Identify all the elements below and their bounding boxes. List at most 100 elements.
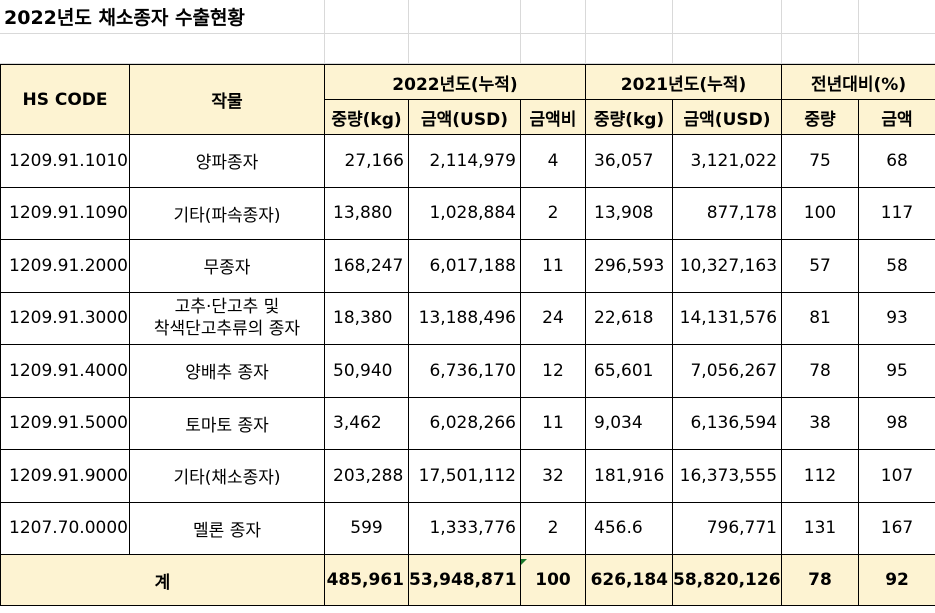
cell-ratio[interactable]: 32 — [520, 449, 586, 503]
cell-ratio[interactable]: 12 — [520, 344, 586, 398]
cell-crop[interactable]: 토마토 종자 — [129, 396, 325, 450]
cell-w22[interactable]: 50,940 — [324, 344, 409, 398]
cell-crop[interactable]: 양배추 종자 — [129, 344, 325, 398]
cell-yoy-w[interactable]: 81 — [781, 291, 860, 345]
cell-w22[interactable]: 27,166 — [324, 134, 409, 188]
cell-a21[interactable]: 16,373,555 — [671, 449, 783, 503]
cell-w21[interactable]: 36,057 — [585, 134, 673, 188]
cell-ratio[interactable]: 11 — [520, 239, 586, 293]
cell-a22[interactable]: 13,188,496 — [408, 291, 521, 345]
cell-yoy-w[interactable]: 131 — [781, 501, 860, 555]
header-2022-weight[interactable]: 중량(kg) — [324, 99, 409, 135]
cell-a22[interactable]: 17,501,112 — [408, 449, 521, 503]
cell-crop[interactable]: 무종자 — [129, 239, 325, 293]
cell-a21[interactable]: 877,178 — [671, 186, 783, 240]
cell-a22[interactable]: 1,028,884 — [408, 186, 521, 240]
header-2022[interactable]: 2022년도(누적) — [324, 64, 586, 100]
header-2022-ratio[interactable]: 금액비 — [520, 99, 586, 135]
cell-hs[interactable]: 1209.91.9000 — [0, 449, 130, 503]
cell-a21[interactable]: 3,121,022 — [671, 134, 783, 188]
cell-hs[interactable]: 1209.91.4000 — [0, 344, 130, 398]
cell-yoy-a[interactable]: 58 — [858, 239, 935, 293]
cell-a22[interactable]: 2,114,979 — [408, 134, 521, 188]
cell-yoy-a[interactable]: 117 — [858, 186, 935, 240]
cell-crop[interactable]: 기타(채소종자) — [129, 449, 325, 503]
total-ratio[interactable]: 100 — [520, 554, 586, 606]
cell-yoy-w[interactable]: 112 — [781, 449, 860, 503]
cell-w22[interactable]: 599 — [324, 501, 409, 555]
cell-hs[interactable]: 1209.91.3000 — [0, 291, 130, 345]
header-hs-code[interactable]: HS CODE — [0, 64, 130, 135]
cell-w22[interactable]: 168,247 — [324, 239, 409, 293]
cell-yoy-a[interactable]: 107 — [858, 449, 935, 503]
grid-col — [672, 0, 673, 64]
export-table: HS CODE 작물 2022년도(누적) 2021년도(누적) 전년대비(%)… — [0, 64, 935, 606]
cell-w21[interactable]: 22,618 — [585, 291, 673, 345]
cell-w22[interactable]: 18,380 — [324, 291, 409, 345]
comment-marker-icon — [521, 559, 527, 565]
cell-a21[interactable]: 10,327,163 — [671, 239, 783, 293]
cell-w21[interactable]: 9,034 — [585, 396, 673, 450]
cell-yoy-a[interactable]: 98 — [858, 396, 935, 450]
cell-a21[interactable]: 6,136,594 — [671, 396, 783, 450]
total-yoy-w[interactable]: 78 — [781, 554, 860, 606]
cell-ratio[interactable]: 11 — [520, 396, 586, 450]
cell-a22[interactable]: 1,333,776 — [408, 501, 521, 555]
cell-ratio[interactable]: 24 — [520, 291, 586, 345]
cell-a22[interactable]: 6,736,170 — [408, 344, 521, 398]
cell-crop[interactable]: 멜론 종자 — [129, 501, 325, 555]
cell-yoy-a[interactable]: 93 — [858, 291, 935, 345]
cell-yoy-w[interactable]: 100 — [781, 186, 860, 240]
cell-w21[interactable]: 65,601 — [585, 344, 673, 398]
cell-a21[interactable]: 14,131,576 — [671, 291, 783, 345]
cell-crop[interactable]: 양파종자 — [129, 134, 325, 188]
grid-row-1 — [0, 0, 935, 34]
header-crop[interactable]: 작물 — [129, 64, 325, 135]
cell-yoy-a[interactable]: 95 — [858, 344, 935, 398]
sheet-title[interactable]: 2022년도 채소종자 수출현황 — [4, 7, 245, 29]
table-row: 1209.91.1010 양파종자 27,166 2,114,979 4 36,… — [0, 134, 935, 188]
cell-w22[interactable]: 203,288 — [324, 449, 409, 503]
cell-yoy-w[interactable]: 57 — [781, 239, 860, 293]
header-yoy[interactable]: 전년대비(%) — [781, 64, 935, 100]
header-2021-amount[interactable]: 금액(USD) — [671, 99, 783, 135]
cell-crop[interactable]: 기타(파속종자) — [129, 186, 325, 240]
cell-hs[interactable]: 1209.91.2000 — [0, 239, 130, 293]
cell-yoy-w[interactable]: 75 — [781, 134, 860, 188]
total-w22[interactable]: 485,961 — [324, 554, 409, 606]
total-a22[interactable]: 53,948,871 — [408, 554, 521, 606]
cell-yoy-a[interactable]: 167 — [858, 501, 935, 555]
total-label[interactable]: 계 — [0, 554, 325, 606]
header-2022-amount[interactable]: 금액(USD) — [408, 99, 521, 135]
cell-hs[interactable]: 1209.91.5000 — [0, 396, 130, 450]
cell-ratio[interactable]: 2 — [520, 186, 586, 240]
total-yoy-a[interactable]: 92 — [858, 554, 935, 606]
cell-ratio[interactable]: 4 — [520, 134, 586, 188]
cell-crop[interactable]: 고추·단고추 및 착색단고추류의 종자 — [129, 291, 325, 345]
header-2021[interactable]: 2021년도(누적) — [584, 64, 783, 100]
cell-w22[interactable]: 3,462 — [324, 396, 409, 450]
total-a21[interactable]: 58,820,126 — [671, 554, 783, 606]
cell-ratio[interactable]: 2 — [520, 501, 586, 555]
total-w21[interactable]: 626,184 — [585, 554, 673, 606]
cell-hs[interactable]: 1209.91.1010 — [0, 134, 130, 188]
header-2021-weight[interactable]: 중량(kg) — [585, 99, 673, 135]
header-yoy-amount[interactable]: 금액 — [858, 99, 935, 135]
cell-a22[interactable]: 6,017,188 — [408, 239, 521, 293]
cell-a21[interactable]: 796,771 — [671, 501, 783, 555]
cell-hs[interactable]: 1209.91.1090 — [0, 186, 130, 240]
cell-w21[interactable]: 296,593 — [585, 239, 673, 293]
cell-hs[interactable]: 1207.70.0000 — [0, 501, 130, 555]
cell-yoy-w[interactable]: 78 — [781, 344, 860, 398]
header-yoy-weight[interactable]: 중량 — [781, 99, 860, 135]
cell-w22[interactable]: 13,880 — [324, 186, 409, 240]
cell-w21[interactable]: 456.6 — [585, 501, 673, 555]
cell-w21[interactable]: 181,916 — [585, 449, 673, 503]
header-row-2: 중량(kg) 금액(USD) 금액비 중량(kg) 금액(USD) 중량 금액 — [1, 99, 935, 135]
cell-yoy-a[interactable]: 68 — [858, 134, 935, 188]
cell-a22[interactable]: 6,028,266 — [408, 396, 521, 450]
cell-yoy-w[interactable]: 38 — [781, 396, 860, 450]
cell-a21[interactable]: 7,056,267 — [671, 344, 783, 398]
cell-w21[interactable]: 13,908 — [585, 186, 673, 240]
